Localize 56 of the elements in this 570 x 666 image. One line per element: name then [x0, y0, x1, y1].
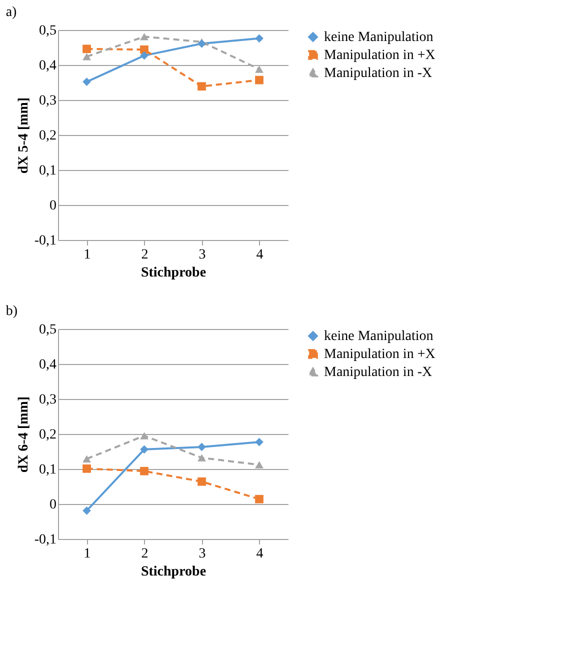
x-axis-title: Stichprobe — [140, 266, 206, 280]
y-tick-label: 0 — [50, 198, 56, 214]
legend-label: Manipulation in -X — [324, 365, 432, 380]
point — [140, 33, 148, 40]
x-tick-label: 3 — [198, 248, 206, 262]
x-tick-label: 4 — [256, 546, 264, 562]
x-axis-title: Stichprobe — [140, 564, 206, 580]
chart-title: a) — [6, 5, 18, 20]
point — [82, 506, 91, 515]
point — [255, 66, 264, 73]
point — [82, 78, 91, 86]
y-tick-label: 0,3 — [39, 392, 56, 408]
y-tick-label: 0,1 — [39, 462, 56, 478]
legend-label: Manipulation in -X — [324, 66, 432, 81]
chart-title: b) — [6, 304, 18, 319]
point — [255, 438, 264, 446]
y-axis-title: dX 6-4 [mm] — [16, 396, 32, 473]
point — [82, 44, 91, 54]
point — [140, 445, 148, 454]
point — [140, 432, 148, 440]
point — [255, 461, 264, 468]
legend-label: keine Manipulation — [324, 329, 434, 344]
point — [140, 51, 148, 60]
point — [82, 464, 91, 473]
y-tick-label: 0,4 — [39, 358, 56, 372]
y-tick-label: 0,4 — [39, 58, 56, 74]
legend-label: keine Manipulation — [324, 30, 434, 45]
y-tick-label: 0,1 — [39, 164, 56, 178]
x-tick-label: 1 — [84, 248, 91, 262]
y-tick-label: -0,1 — [34, 234, 56, 248]
x-tick-label: 1 — [84, 546, 91, 562]
point — [198, 477, 206, 486]
y-tick-label: 0 — [50, 498, 56, 512]
x-tick-label: 2 — [141, 546, 148, 562]
point — [255, 494, 264, 504]
y-axis-title: dX 5-4 [mm] — [16, 97, 32, 174]
legend-label: Manipulation in +X — [324, 347, 436, 362]
point — [198, 82, 206, 91]
point — [140, 466, 148, 476]
point — [82, 52, 91, 60]
y-tick-label: -0,1 — [34, 532, 56, 548]
x-tick-label: 3 — [198, 546, 206, 562]
legend-label: Manipulation in +X — [324, 48, 436, 63]
x-tick-label: 2 — [141, 248, 148, 262]
point — [255, 76, 264, 84]
y-tick-label: 0,5 — [39, 24, 56, 38]
y-tick-label: 0,3 — [39, 94, 56, 108]
point — [198, 442, 206, 452]
point — [198, 454, 206, 462]
point — [255, 34, 264, 43]
y-tick-label: 0,2 — [39, 428, 56, 442]
y-tick-label: 0,2 — [39, 128, 56, 144]
point — [82, 455, 91, 462]
point — [140, 45, 148, 54]
x-tick-label: 4 — [256, 248, 264, 262]
y-tick-label: 0,5 — [39, 322, 56, 338]
